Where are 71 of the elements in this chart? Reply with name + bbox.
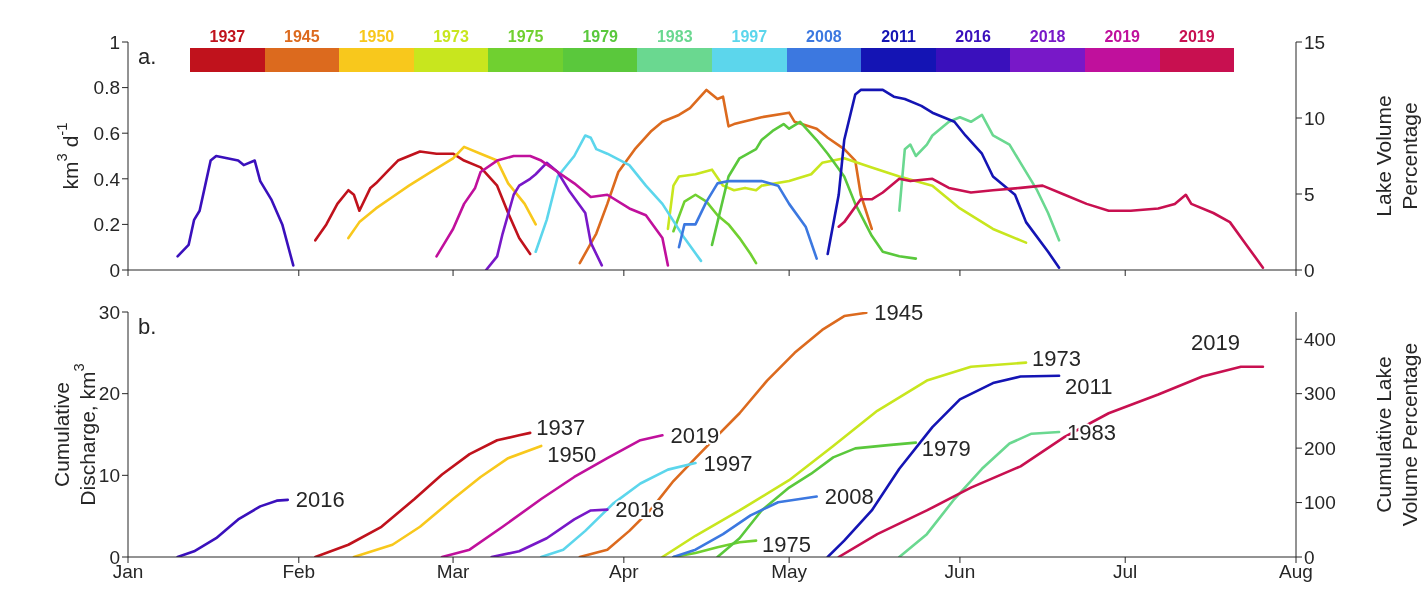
series-label: 2011: [1065, 374, 1113, 400]
line-series: [898, 113, 1061, 242]
text: 1983: [655, 28, 694, 46]
y-tick-label: 1: [109, 31, 120, 53]
series-label: 2016: [295, 487, 345, 513]
text: 2011: [880, 28, 917, 46]
y-tick-label: 0.4: [93, 168, 121, 190]
series-label: 1945: [874, 300, 924, 326]
line-series: [672, 495, 818, 557]
series-label: 1937: [536, 415, 586, 441]
y-tick-label: 0.8: [93, 77, 120, 99]
y2-tick-label: 0: [1304, 259, 1315, 281]
x-tick-label: Apr: [609, 561, 640, 583]
series-label: 2019: [670, 422, 720, 448]
y-tick-label: 20: [98, 383, 120, 405]
text: 1937: [208, 28, 247, 46]
y-tick-label: 30: [98, 301, 120, 323]
x-tick-label: Jul: [1113, 561, 1138, 583]
line-series: [176, 498, 290, 557]
x-tick-label: Jun: [944, 561, 976, 583]
line-series: [539, 461, 697, 557]
text: 2019: [1103, 28, 1141, 46]
series-label: 2008: [824, 484, 874, 510]
y-tick-label: 0: [109, 259, 120, 281]
text: 1979: [581, 28, 619, 46]
text: 2018: [1028, 28, 1067, 46]
y2-axis-title: Cumulative Lake Volume Percentage: [1371, 342, 1421, 527]
line-series: [484, 161, 604, 270]
text: 1950: [357, 28, 396, 46]
annotation: b.: [138, 314, 157, 340]
line-series: [666, 156, 1028, 244]
x-tick-label: May: [771, 561, 808, 583]
text: 2016: [954, 28, 992, 46]
text: 1975: [506, 28, 545, 46]
y-tick-label: 0.6: [93, 122, 120, 144]
annotation: a.: [138, 44, 157, 70]
line-series: [534, 134, 703, 263]
series-label: 1983: [1067, 419, 1117, 445]
y2-tick-label: 400: [1304, 328, 1336, 350]
line-series: [176, 154, 295, 267]
y2-tick-label: 200: [1304, 437, 1336, 459]
y2-tick-label: 100: [1304, 492, 1336, 514]
text: 2008: [805, 28, 843, 46]
text: 2019: [1178, 28, 1216, 46]
series-label: 1973: [1032, 346, 1081, 372]
line-series: [490, 508, 609, 557]
y2-axis-title: Lake Volume Percentage: [1371, 95, 1421, 217]
line-series: [578, 88, 874, 265]
y2-tick-label: 300: [1304, 383, 1336, 405]
text: 1997: [730, 28, 769, 46]
series-label: 1975: [762, 532, 812, 558]
line-series: [677, 179, 818, 260]
x-tick-label: Mar: [436, 561, 471, 583]
series-label: 1997: [703, 450, 753, 476]
text: 1945: [283, 28, 321, 46]
y2-tick-label: 10: [1304, 107, 1326, 129]
line-series: [826, 88, 1061, 270]
y2-tick-label: 15: [1304, 31, 1326, 53]
line-series: [898, 430, 1061, 557]
y2-tick-label: 5: [1304, 183, 1315, 205]
series-label: 1950: [547, 442, 597, 468]
y-tick-label: 0.2: [93, 214, 120, 236]
text: 1973: [432, 28, 470, 46]
line-series: [837, 177, 1265, 270]
x-tick-label: Feb: [282, 561, 316, 583]
y-tick-label: 10: [98, 465, 120, 487]
series-label: 1979: [921, 436, 971, 462]
line-series: [672, 193, 758, 265]
line-series: [826, 374, 1061, 557]
series-label: 2019: [1190, 330, 1240, 356]
line-series: [710, 120, 918, 260]
